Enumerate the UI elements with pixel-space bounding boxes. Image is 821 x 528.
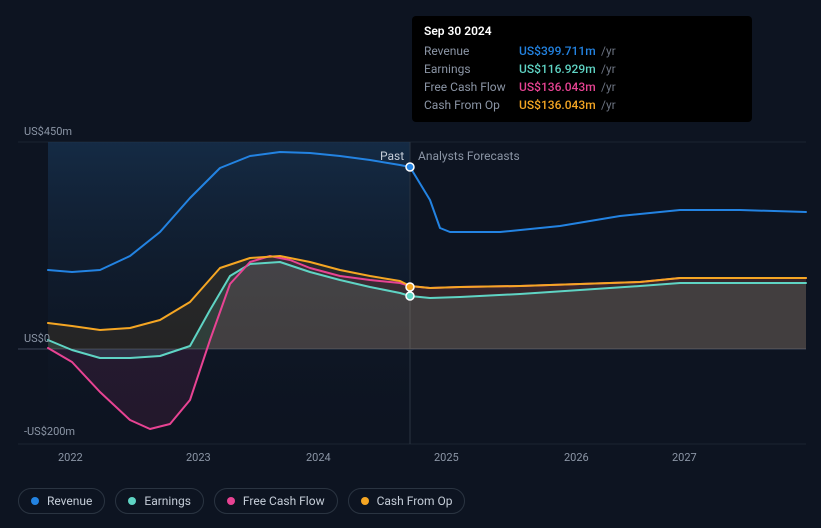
legend-item[interactable]: Cash From Op [348, 488, 466, 514]
y-axis-tick: US$0 [24, 332, 50, 345]
legend-dot-icon [227, 497, 235, 505]
tooltip-row-label: Earnings [424, 62, 519, 76]
tooltip-row-value: US$136.043m [519, 80, 597, 94]
financial-chart: US$450m US$0 -US$200m 2022 2023 2024 2025 2026… [0, 0, 821, 524]
y-axis-tick: US$450m [24, 125, 72, 138]
tooltip-row-value: US$116.929m [519, 62, 597, 76]
tooltip-row-unit: /yr [601, 80, 616, 94]
y-axis-tick: -US$200m [24, 425, 75, 438]
x-axis-tick: 2025 [434, 451, 459, 464]
tooltip-row-value: US$136.043m [519, 98, 597, 112]
tooltip-row: RevenueUS$399.711m/yr [424, 42, 740, 60]
legend-dot-icon [31, 497, 39, 505]
legend-item[interactable]: Revenue [18, 488, 105, 514]
x-axis-tick: 2023 [186, 451, 211, 464]
legend-item-label: Free Cash Flow [243, 494, 325, 508]
past-section-label: Past [380, 149, 404, 163]
tooltip-row-value: US$399.711m [519, 44, 597, 58]
tooltip-row-unit: /yr [601, 98, 616, 112]
tooltip-row-label: Cash From Op [424, 98, 519, 112]
forecast-section-label: Analysts Forecasts [418, 149, 520, 163]
legend-dot-icon [361, 497, 369, 505]
chart-legend: Revenue Earnings Free Cash Flow Cash From O… [18, 488, 465, 514]
legend-item-label: Earnings [144, 494, 191, 508]
tooltip-row-unit: /yr [601, 62, 616, 76]
legend-item[interactable]: Earnings [115, 488, 204, 514]
tooltip-row: Cash From OpUS$136.043m/yr [424, 96, 740, 114]
legend-item-label: Revenue [47, 494, 92, 508]
tooltip-row: EarningsUS$116.929m/yr [424, 60, 740, 78]
x-axis-tick: 2022 [58, 451, 83, 464]
tooltip-date: Sep 30 2024 [424, 24, 740, 38]
tooltip-row-unit: /yr [601, 44, 616, 58]
x-axis-tick: 2026 [564, 451, 589, 464]
marker-dot [406, 283, 414, 291]
marker-dot [406, 163, 414, 171]
tooltip-row-label: Free Cash Flow [424, 80, 519, 94]
marker-dot [406, 292, 414, 300]
legend-item[interactable]: Free Cash Flow [214, 488, 338, 514]
legend-dot-icon [128, 497, 136, 505]
legend-item-label: Cash From Op [377, 494, 453, 508]
data-tooltip: Sep 30 2024 RevenueUS$399.711m/yrEarning… [412, 16, 752, 122]
tooltip-row: Free Cash FlowUS$136.043m/yr [424, 78, 740, 96]
tooltip-row-label: Revenue [424, 44, 519, 58]
x-axis-tick: 2027 [672, 451, 697, 464]
x-axis-tick: 2024 [306, 451, 331, 464]
